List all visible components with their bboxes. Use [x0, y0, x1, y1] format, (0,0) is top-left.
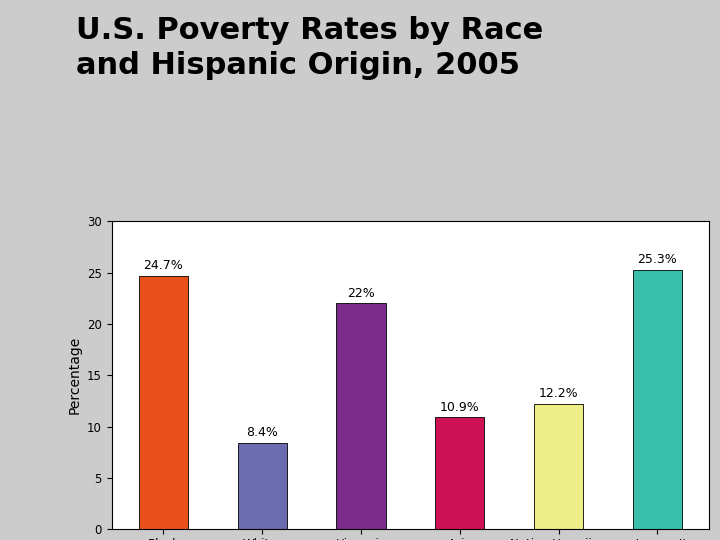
Text: U.S. Poverty Rates by Race
and Hispanic Origin, 2005: U.S. Poverty Rates by Race and Hispanic … — [76, 16, 543, 80]
Text: 25.3%: 25.3% — [637, 253, 678, 266]
Text: 24.7%: 24.7% — [143, 259, 184, 272]
Bar — [238, 443, 287, 529]
Bar — [336, 303, 386, 529]
Bar — [534, 404, 583, 529]
Bar — [139, 276, 188, 529]
Text: 22%: 22% — [347, 287, 375, 300]
Text: 8.4%: 8.4% — [246, 427, 278, 440]
Text: 12.2%: 12.2% — [539, 387, 578, 401]
Bar — [435, 417, 485, 529]
Text: 10.9%: 10.9% — [440, 401, 480, 414]
Bar — [633, 269, 682, 529]
Y-axis label: Percentage: Percentage — [68, 336, 81, 414]
